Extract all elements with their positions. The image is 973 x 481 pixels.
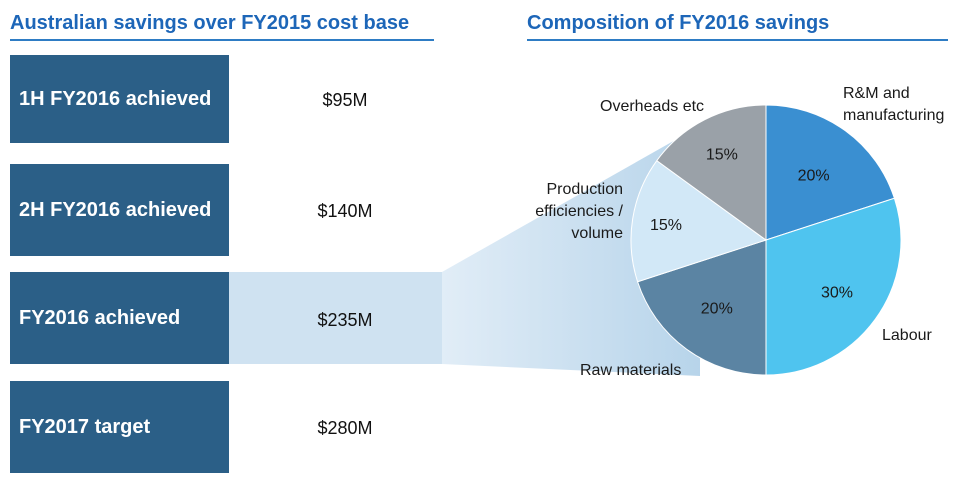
pie-slice-4 xyxy=(656,104,767,241)
pie-slice-3 xyxy=(630,159,768,283)
row-value-fy2016: $235M xyxy=(317,310,373,330)
row-label-2h-fy2016: 2H FY2016 achieved xyxy=(10,164,229,256)
row-value-2h-fy2016: $140M xyxy=(317,201,373,221)
chart-title-underline xyxy=(527,39,948,41)
pie-value-label-4: 15% xyxy=(706,146,738,163)
connector-band xyxy=(442,126,700,376)
pie-category-label-3: Production efficiencies / volume xyxy=(535,181,623,242)
pie-category-label-4: Overheads etc xyxy=(600,98,704,115)
pie-value-label-0: 20% xyxy=(798,167,830,184)
row-label-1h-fy2016: 1H FY2016 achieved xyxy=(10,55,229,143)
pie-slice-1 xyxy=(765,197,902,376)
pie-slice-0 xyxy=(765,104,896,241)
left-title-underline xyxy=(10,39,434,41)
pie-slice-2 xyxy=(636,239,767,376)
pie-category-label-0: R&M and manufacturing xyxy=(843,85,944,124)
left-panel-title: Australian savings over FY2015 cost base xyxy=(10,12,410,34)
highlight-band xyxy=(229,272,442,364)
pie-category-label-1: Labour xyxy=(882,327,932,344)
chart-title: Composition of FY2016 savings xyxy=(527,12,830,34)
pie-value-label-2: 20% xyxy=(701,301,733,318)
row-label-fy2016: FY2016 achieved xyxy=(10,272,229,364)
row-value-1h-fy2016: $95M xyxy=(322,90,368,110)
row-label-fy2017: FY2017 target xyxy=(10,381,229,473)
row-value-fy2017: $280M xyxy=(317,418,373,438)
pie-value-label-3: 15% xyxy=(650,217,682,234)
pie-category-label-2: Raw materials xyxy=(580,362,681,379)
pie-value-label-1: 30% xyxy=(821,285,853,302)
